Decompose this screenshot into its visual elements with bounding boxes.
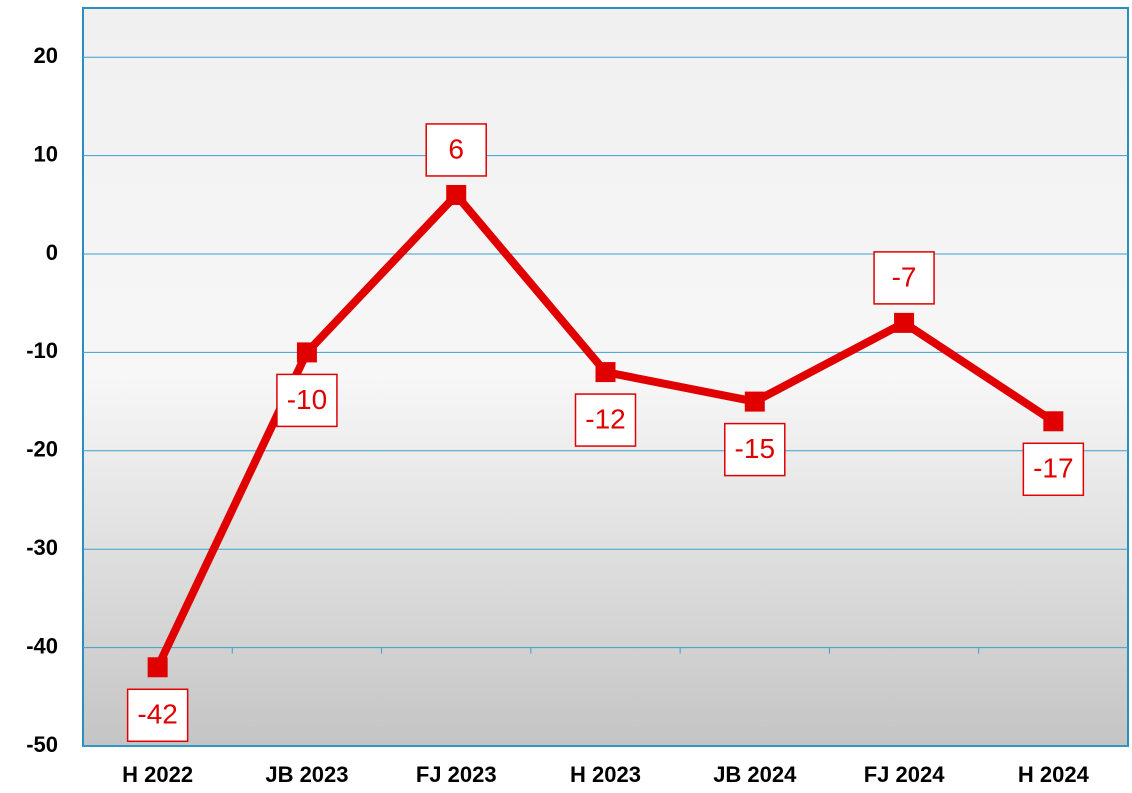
marker (744, 391, 765, 412)
x-tick-label: FJ 2024 (864, 762, 945, 787)
value-label: -15 (735, 433, 775, 464)
y-tick-label: -20 (26, 437, 58, 462)
y-tick-label: 10 (34, 141, 58, 166)
value-label-box (1022, 442, 1085, 497)
value-label: -10 (287, 384, 327, 415)
marker (446, 184, 467, 205)
x-tick-label: H 2022 (122, 762, 193, 787)
value-label: -12 (585, 403, 625, 434)
y-tick-label: -10 (26, 338, 58, 363)
x-tick-label: H 2024 (1018, 762, 1090, 787)
x-tick-label: JB 2024 (713, 762, 797, 787)
marker (1043, 411, 1064, 432)
value-label: -7 (892, 261, 917, 292)
marker (296, 342, 317, 363)
value-label: 6 (448, 133, 464, 164)
value-label: -17 (1033, 453, 1073, 484)
y-tick-label: -50 (26, 732, 58, 757)
value-label-box (873, 251, 935, 305)
y-tick-label: -30 (26, 535, 58, 560)
x-tick-label: JB 2023 (265, 762, 348, 787)
value-label: -42 (137, 699, 177, 730)
value-label-box (126, 688, 189, 743)
value-label-box (425, 123, 487, 177)
x-tick-label: H 2023 (570, 762, 641, 787)
marker (147, 657, 168, 678)
marker (595, 362, 616, 383)
x-tick-label: FJ 2023 (416, 762, 497, 787)
y-tick-label: 20 (34, 43, 58, 68)
y-tick-label: -40 (26, 633, 58, 658)
value-label-box (574, 393, 637, 447)
value-label-box (276, 373, 338, 428)
marker (894, 312, 915, 333)
y-tick-label: 0 (46, 240, 58, 265)
value-label-box (724, 422, 786, 477)
